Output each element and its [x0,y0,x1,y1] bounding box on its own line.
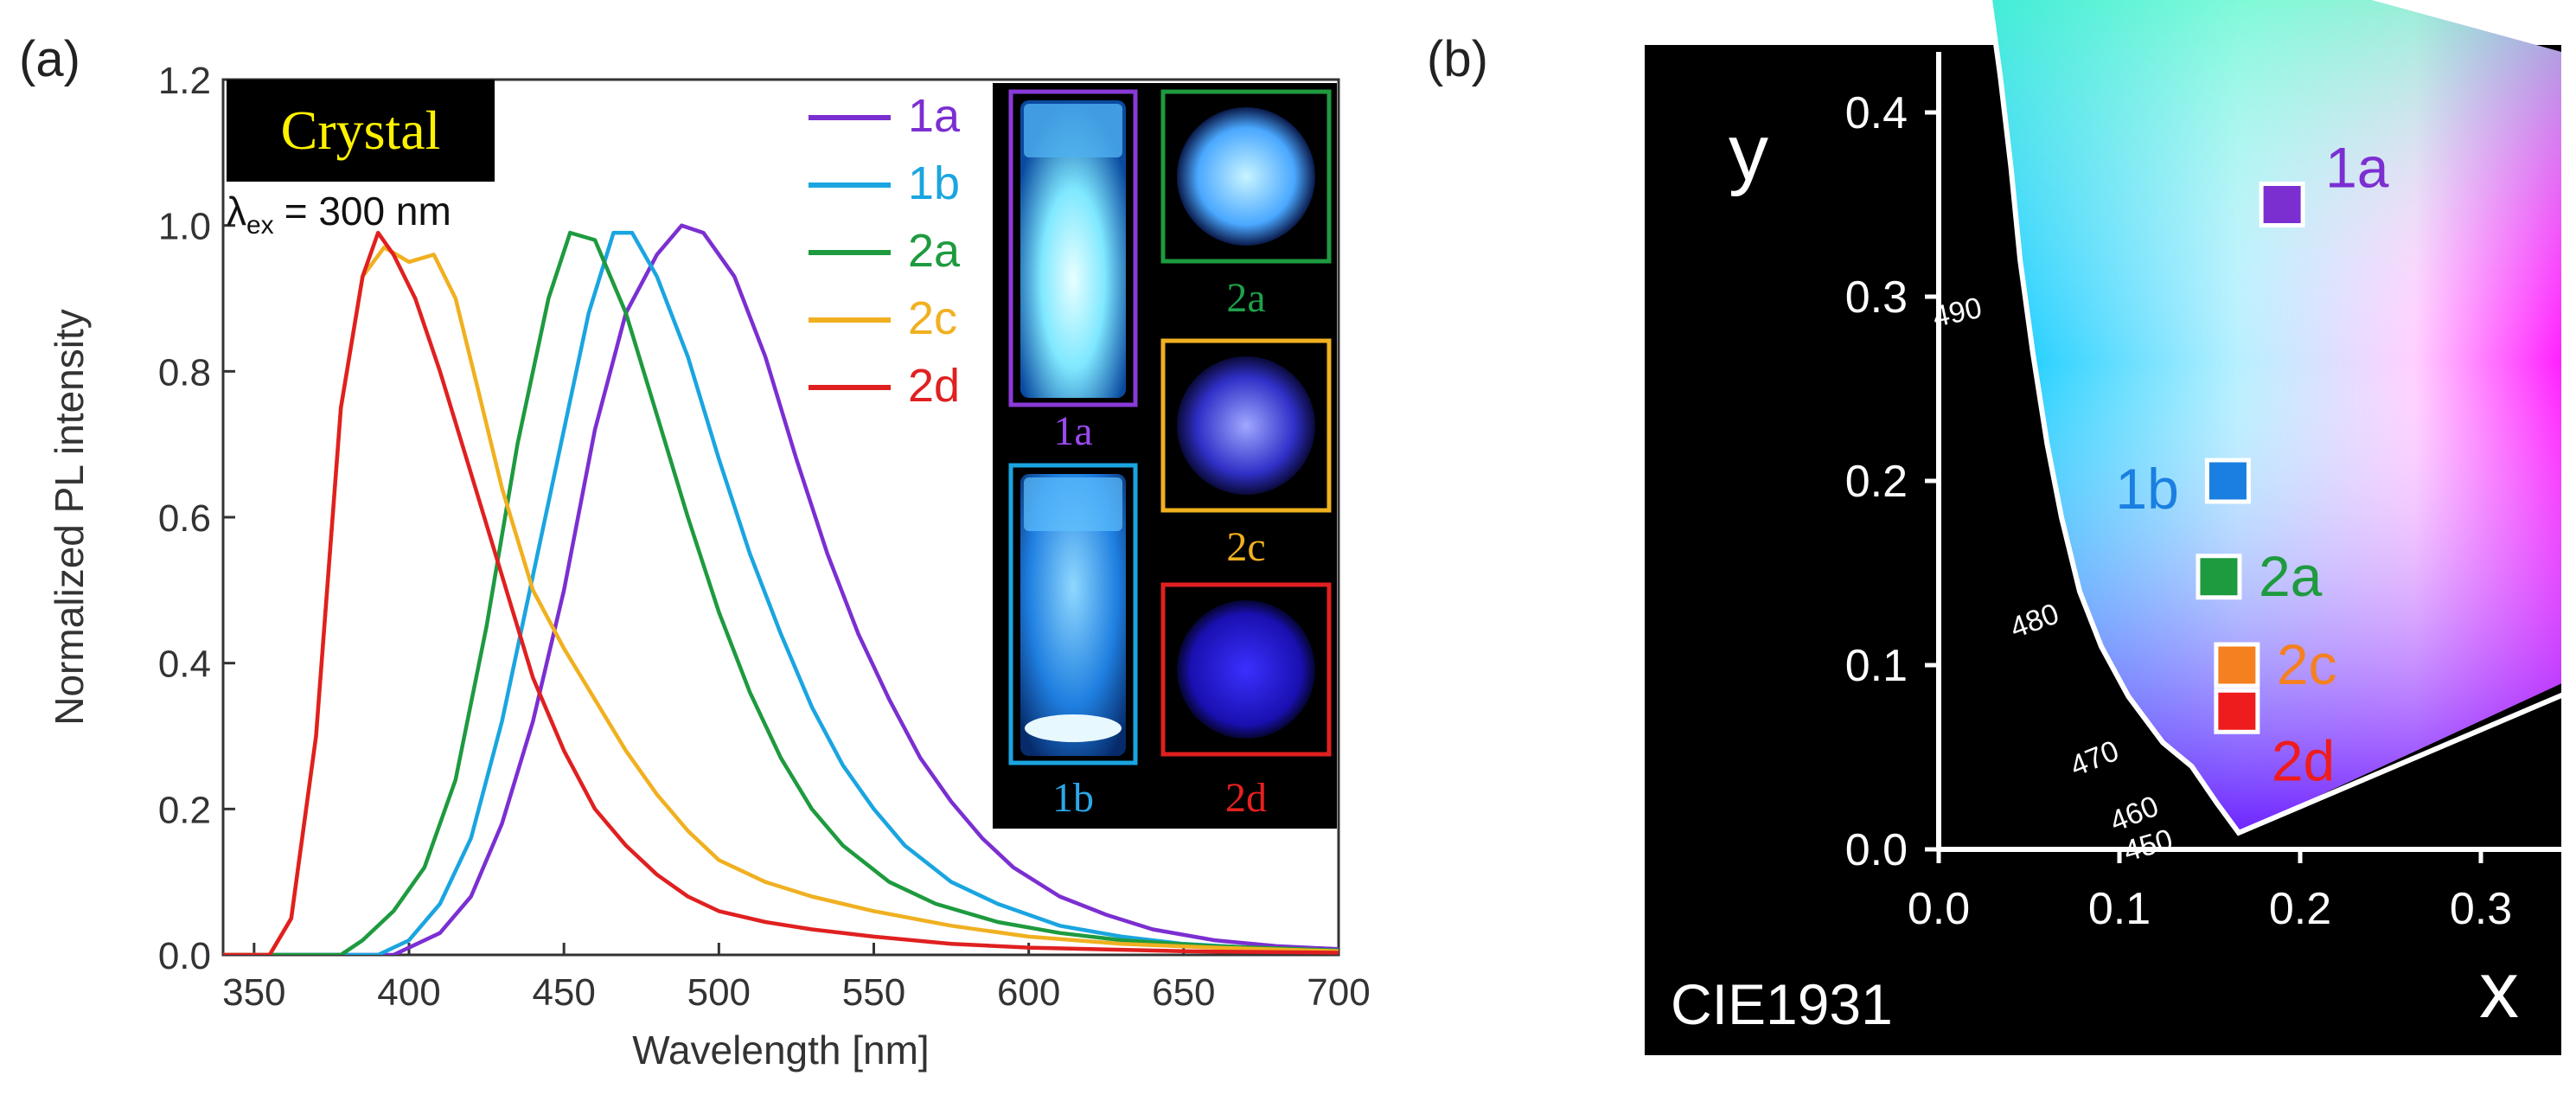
photo-1b-base [1025,714,1122,742]
photo-2a-dish [1177,107,1315,246]
y-tick-label: 0.0 [158,935,211,977]
cie-x-tick-label: 0.1 [2088,884,2151,934]
x-tick-label: 550 [842,971,905,1014]
panel-a-label: (a) [19,31,80,87]
series-line-2a [223,230,1339,955]
cie-point-label-1a: 1a [2325,136,2389,200]
cie-gamut [1987,0,2576,836]
cie-point-label-2d: 2d [2272,728,2335,792]
excitation-label: λex = 300 nm [227,189,451,240]
cie-y-axis-label: y [1729,109,1768,197]
cie-title: CIE1931 [1671,972,1893,1036]
series-line-1a [223,223,1339,955]
cie-gamut-overlay [1990,0,2561,833]
legend-label-2c: 2c [908,292,957,344]
y-tick-label: 0.8 [158,351,211,394]
cie-point-1b [2204,458,2251,504]
photo-1a-cap [1024,104,1122,157]
series-line-1b [223,230,1339,955]
cie-x-tick-label: 0.0 [1908,884,1970,934]
y-tick-label: 0.6 [158,497,211,540]
series-line-2d [223,230,1339,955]
cie-x-tick-label: 0.2 [2269,884,2331,934]
x-tick-label: 600 [997,971,1060,1014]
photo-2c-dish [1177,356,1315,495]
y-tick-label: 0.4 [158,644,211,686]
cie-points: 1a 1b 2a 2c 2d [2115,136,2388,793]
y-tick-label: 1.2 [158,60,211,102]
excitation-value: = 300 nm [284,189,451,234]
photo-2c-label: 2c [1226,524,1265,570]
cie-y-tick-label: 0.2 [1845,457,1908,507]
y-axis-label: Normalized PL intensity [47,309,92,726]
x-tick-label: 500 [687,971,751,1014]
photo-1b-vial [1020,474,1126,756]
legend-label-1a: 1a [908,90,961,142]
y-tick-label: 1.0 [158,206,211,248]
cie-spectral-locus [1987,0,2576,836]
cie-y-tick-label: 0.0 [1845,825,1908,875]
x-tick-label: 400 [377,971,440,1014]
cie-point-label-1b: 1b [2115,457,2178,521]
photo-2a-label: 2a [1226,275,1265,321]
photo-inset: 1a 2a 1b 2c 2d [993,83,1337,829]
panel-b: (b) 0.0 0.1 0.2 0.3 0.4 0.0 0.1 0.2 0.3 y x CIE… [1427,0,2576,1055]
x-tick-label: 650 [1152,971,1215,1014]
y-ticks: 0.0 0.2 0.4 0.6 0.8 1.0 1.2 [158,60,235,977]
cie-x-tick-label: 0.3 [2450,884,2512,934]
y-tick-label: 0.2 [158,789,211,831]
photo-1b-frame [1008,463,1138,765]
photo-1b-label: 1b [1052,775,1094,821]
x-tick-label: 450 [532,971,595,1014]
photo-2c-frame [1160,338,1332,513]
cie-point-label-2a: 2a [2259,544,2323,608]
photo-2d-label: 2d [1225,775,1267,821]
photo-2a-frame [1160,89,1332,264]
cie-point-label-2c: 2c [2277,632,2337,696]
cie-x-ticks: 0.0 0.1 0.2 0.3 [1908,849,2512,934]
x-tick-label: 700 [1307,971,1370,1014]
cie-point-2d [2214,688,2260,734]
panel-a: (a) 0.0 0.2 0.4 0.6 0.8 1.0 1.2 350 400 450 500 55… [19,31,1371,1073]
crystal-title-box [227,80,495,182]
cie-y-tick-label: 0.3 [1845,272,1908,323]
x-tick-label: 350 [222,971,285,1014]
panel-b-label: (b) [1427,31,1488,87]
x-ticks: 350 400 450 500 550 600 650 700 [222,943,1371,1014]
cie-point-2a [2196,554,2242,600]
cie-y-ticks: 0.0 0.1 0.2 0.3 0.4 [1845,88,1939,875]
cie-y-tick-label: 0.1 [1845,641,1908,691]
cie-point-2c [2214,642,2260,688]
legend-label-2a: 2a [908,225,961,277]
cie-y-tick-label: 0.4 [1845,88,1908,138]
series-lines [223,223,1339,955]
photo-1a-label: 1a [1053,408,1092,454]
legend: 1a 1b 2a 2c 2d [809,90,961,412]
photo-2d-dish [1177,600,1315,739]
cie-x-axis-label: x [2479,946,2519,1034]
photo-1a-frame [1008,89,1138,407]
lambda-subscript: ex [246,211,274,240]
crystal-title: Crystal [281,99,441,161]
lambda-symbol: λ [227,189,246,234]
photo-2d-frame [1160,582,1332,757]
legend-label-1b: 1b [908,157,960,209]
photo-1a-vial [1020,100,1126,398]
photo-1b-cap [1024,477,1122,531]
cie-point-1a [2259,182,2305,227]
x-axis-label: Wavelength [nm] [632,1028,929,1073]
legend-label-2d: 2d [908,360,960,412]
